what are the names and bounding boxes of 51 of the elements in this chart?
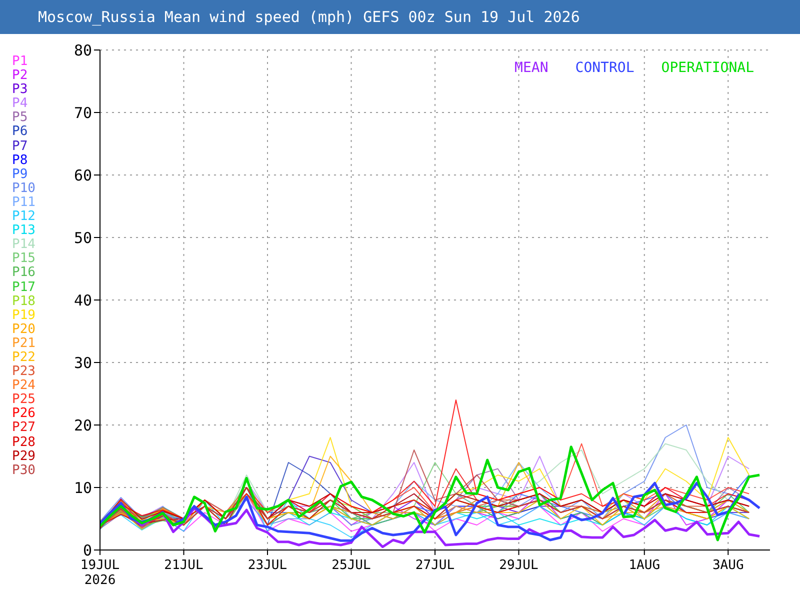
text: P11 <box>12 194 36 210</box>
text: P23 <box>12 364 36 380</box>
text: MEAN <box>514 60 548 76</box>
text: P27 <box>12 420 36 436</box>
text: P12 <box>12 209 36 224</box>
y-tick-label: 30 <box>74 354 92 372</box>
y-tick-label: 10 <box>74 478 92 497</box>
y-tick-label: 80 <box>74 41 92 60</box>
text: P16 <box>12 265 36 280</box>
y-tick-label: 40 <box>74 291 92 310</box>
y-tick-label: 50 <box>74 228 92 247</box>
x-tick-label: 29JUL <box>499 558 538 573</box>
y-tick-label: 70 <box>74 104 92 122</box>
text: P4 <box>12 96 29 112</box>
text: P9 <box>12 166 29 182</box>
x-tick-label: 19JUL 2026 <box>80 558 120 588</box>
text: P28 <box>12 434 36 450</box>
text: P7 <box>12 138 29 154</box>
text: P29 <box>12 448 36 464</box>
x-tick-label: 1AUG <box>628 558 660 573</box>
text: P22 <box>12 350 36 365</box>
text: P5 <box>12 110 29 126</box>
x-tick-label: 25JUL <box>332 558 371 573</box>
x-tick-label: 27JUL <box>415 558 455 573</box>
text: P14 <box>12 237 36 252</box>
text: P10 <box>12 180 36 196</box>
text: OPERATIONAL <box>661 60 754 76</box>
chart-title: Moscow_Russia Mean wind speed (mph) GEFS 00z Sun 19 Jul 2026 <box>0 0 800 34</box>
text: P30 <box>12 462 36 478</box>
text: P18 <box>12 294 36 309</box>
y-tick-label: 20 <box>74 416 92 434</box>
text: P1 <box>12 54 29 69</box>
text: P17 <box>12 280 36 295</box>
text: P8 <box>12 152 29 168</box>
text: CONTROL <box>575 60 634 76</box>
text: P19 <box>12 308 36 323</box>
y-tick-label: 0 <box>82 541 92 560</box>
text: P2 <box>12 68 29 84</box>
text: P24 <box>12 378 36 394</box>
x-tick-label: 23JUL <box>248 558 288 573</box>
text: P26 <box>12 406 36 422</box>
text: P25 <box>12 392 36 408</box>
text: P21 <box>12 336 36 351</box>
x-tick-label: 3AUG <box>712 558 744 573</box>
text: P15 <box>12 251 36 266</box>
text: P13 <box>12 223 36 238</box>
text: P6 <box>12 124 29 140</box>
x-tick-label: 21JUL <box>164 558 204 573</box>
text: P20 <box>12 322 36 337</box>
text: P3 <box>12 82 29 98</box>
y-tick-label: 60 <box>74 166 92 184</box>
